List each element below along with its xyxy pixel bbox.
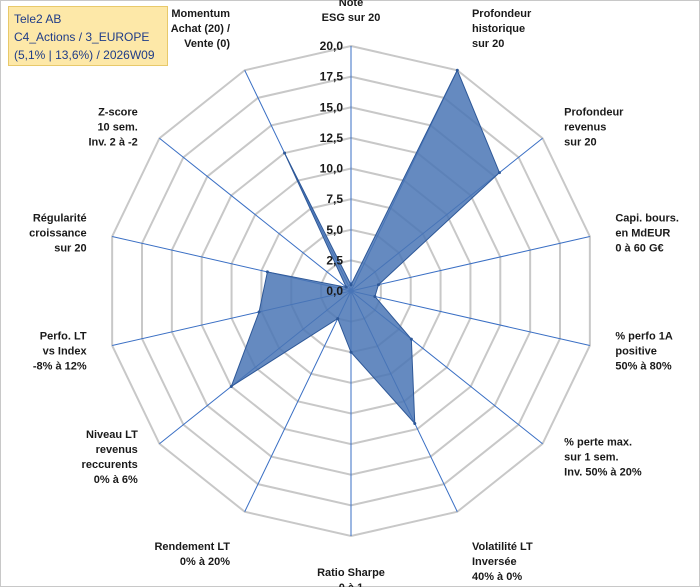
series-point xyxy=(265,270,269,274)
category-label-line: croissance xyxy=(29,228,86,240)
series-point xyxy=(376,283,380,287)
axis-tick-label: 15,0 xyxy=(320,100,344,114)
series-point xyxy=(229,384,233,388)
series-point xyxy=(455,68,459,72)
series-point xyxy=(497,171,501,175)
category-label-line: Momentum xyxy=(171,8,230,20)
category-label-line: 0 à 1 xyxy=(339,582,363,587)
category-label-line: 10 sem. xyxy=(97,121,137,133)
category-label-line: Inv. 50% à 20% xyxy=(564,467,642,479)
category-label-line: 0% à 6% xyxy=(94,474,138,486)
title-line-company: Tele2 AB xyxy=(14,12,62,26)
category-label: Régularité croissance sur 20 xyxy=(29,213,86,255)
series-point xyxy=(283,151,287,155)
category-label-line: revenus xyxy=(564,121,606,133)
series-point xyxy=(349,350,353,354)
category-label: Perfo. LT vs Index -8% à 12% xyxy=(33,330,88,372)
radar-spoke xyxy=(244,290,352,512)
category-label-line: 0% à 20% xyxy=(180,556,230,568)
category-label-line: Niveau LT xyxy=(86,429,138,441)
category-label-line: sur 20 xyxy=(564,136,596,148)
radar-spoke xyxy=(350,290,590,347)
category-label-line: Capi. bours. xyxy=(615,213,679,225)
series-point xyxy=(409,337,413,341)
category-label-line: -8% à 12% xyxy=(33,360,87,372)
axis-tick-label: 12,5 xyxy=(320,131,344,145)
category-label: Z-score 10 sem. Inv. 2 à -2 xyxy=(88,106,137,148)
category-label-line: Rendement LT xyxy=(154,541,230,553)
series-point xyxy=(344,285,348,289)
category-label-line: Note xyxy=(339,0,363,9)
chart-title-box: Tele2 AB C4_Actions / 3_EUROPE (5,1% | 1… xyxy=(8,6,168,66)
category-label: Profondeur historique sur 20 xyxy=(472,8,532,50)
category-label-line: historique xyxy=(472,23,525,35)
axis-tick-label: 17,5 xyxy=(320,70,344,84)
category-label-line: sur 20 xyxy=(472,38,504,50)
category-label-line: Perfo. LT xyxy=(40,330,87,342)
axis-tick-label: 5,0 xyxy=(326,223,343,237)
category-label-line: revenus xyxy=(96,444,138,456)
series-point xyxy=(349,283,353,287)
category-label: Note ESG sur 20 xyxy=(322,0,381,24)
category-label: Capi. bours. en MdEUR 0 à 60 G€ xyxy=(615,213,679,255)
category-label-line: 50% à 80% xyxy=(615,360,671,372)
category-label-line: Ratio Sharpe xyxy=(317,567,385,579)
category-label-line: reccurents xyxy=(82,459,138,471)
axis-tick-label: 10,0 xyxy=(320,162,344,176)
series-point xyxy=(373,294,377,298)
category-label-line: Inv. 2 à -2 xyxy=(88,136,137,148)
category-label: Momentum Achat (20) / Vente (0) xyxy=(171,8,231,50)
category-label-line: Régularité xyxy=(33,213,87,225)
category-label: Rendement LT 0% à 20% xyxy=(154,541,230,568)
category-label-line: Vente (0) xyxy=(184,38,230,50)
category-label-line: Profondeur xyxy=(472,8,532,20)
category-label-line: Achat (20) / xyxy=(171,23,230,35)
category-label-line: % perte max. xyxy=(564,437,632,449)
category-label-line: en MdEUR xyxy=(615,228,670,240)
category-label-line: vs Index xyxy=(43,345,88,357)
series-point xyxy=(336,317,340,321)
category-label: Ratio Sharpe 0 à 1 xyxy=(317,567,385,587)
axis-tick-label: 0,0 xyxy=(326,284,343,298)
axis-tick-label: 20,0 xyxy=(320,39,344,53)
title-line-category: C4_Actions / 3_EUROPE xyxy=(14,30,150,44)
category-label-line: positive xyxy=(615,345,657,357)
category-label-line: Inversée xyxy=(472,556,517,568)
radar-spoke xyxy=(350,235,590,292)
axis-tick-label: 7,5 xyxy=(326,192,343,206)
category-label-line: % perfo 1A xyxy=(615,330,673,342)
category-label: Profondeur revenus sur 20 xyxy=(564,106,624,148)
series-area xyxy=(230,69,501,425)
category-label-line: Profondeur xyxy=(564,106,624,118)
category-label-line: ESG sur 20 xyxy=(322,12,381,24)
category-label: % perte max. sur 1 sem. Inv. 50% à 20% xyxy=(564,437,642,479)
radar-spoke xyxy=(159,137,352,292)
category-label: % perfo 1A positive 50% à 80% xyxy=(615,330,673,372)
series-point xyxy=(413,421,417,425)
series-point xyxy=(257,310,261,314)
category-label-line: 40% à 0% xyxy=(472,571,522,583)
category-label-line: 0 à 60 G€ xyxy=(615,243,663,255)
category-label-line: Z-score xyxy=(98,106,138,118)
category-label-line: Volatilité LT xyxy=(472,541,533,553)
title-line-stats: (5,1% | 13,6%) / 2026W09 xyxy=(14,48,155,62)
category-label: Volatilité LT Inversée 40% à 0% xyxy=(472,541,533,583)
category-label: Niveau LT revenus reccurents 0% à 6% xyxy=(82,429,139,486)
category-label-line: sur 1 sem. xyxy=(564,452,618,464)
category-label-line: sur 20 xyxy=(54,243,86,255)
axis-tick-label: 2,5 xyxy=(326,253,343,267)
